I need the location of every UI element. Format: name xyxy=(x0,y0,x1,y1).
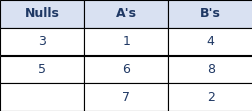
Text: 5: 5 xyxy=(38,63,46,76)
Bar xyxy=(84,83,168,111)
Bar xyxy=(0,56,84,83)
Bar xyxy=(84,56,168,83)
Bar xyxy=(84,0,168,28)
Text: A's: A's xyxy=(115,7,136,20)
Bar xyxy=(168,56,252,83)
Bar xyxy=(0,0,84,28)
Text: 6: 6 xyxy=(122,63,130,76)
Text: 1: 1 xyxy=(122,35,130,48)
Bar xyxy=(84,28,168,56)
Bar xyxy=(0,83,84,111)
Bar xyxy=(0,28,84,56)
Text: 3: 3 xyxy=(38,35,46,48)
Text: 7: 7 xyxy=(122,91,130,104)
Bar xyxy=(168,83,252,111)
Text: 4: 4 xyxy=(206,35,214,48)
Bar xyxy=(168,28,252,56)
Bar xyxy=(168,0,252,28)
Text: 8: 8 xyxy=(206,63,214,76)
Text: 2: 2 xyxy=(206,91,214,104)
Text: B's: B's xyxy=(200,7,220,20)
Text: Nulls: Nulls xyxy=(25,7,59,20)
